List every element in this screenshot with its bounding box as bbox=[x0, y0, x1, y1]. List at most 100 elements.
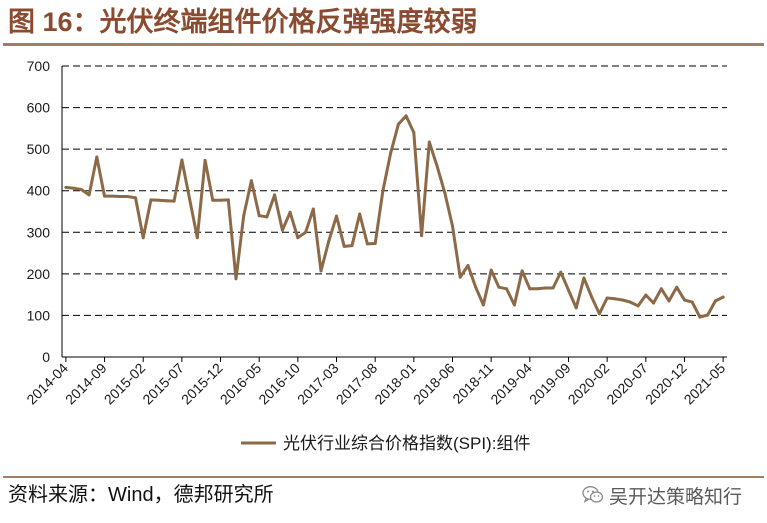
data-point bbox=[327, 239, 331, 243]
data-point bbox=[211, 198, 215, 202]
data-point bbox=[103, 194, 106, 198]
data-point bbox=[110, 194, 114, 198]
data-point bbox=[396, 122, 400, 126]
data-point bbox=[180, 158, 184, 162]
data-point bbox=[234, 277, 238, 281]
data-point bbox=[713, 299, 717, 303]
data-point bbox=[95, 155, 99, 159]
data-point bbox=[435, 164, 439, 168]
watermark-text: 吴开达策略知行 bbox=[609, 486, 743, 508]
data-point bbox=[288, 210, 292, 214]
title-rule bbox=[3, 43, 764, 46]
data-point bbox=[195, 236, 199, 240]
series bbox=[64, 114, 725, 319]
x-tick-label: 2016-10 bbox=[255, 360, 303, 408]
y-tick-label: 500 bbox=[27, 141, 51, 157]
data-point bbox=[512, 303, 516, 307]
watermark: 吴开达策略知行 bbox=[582, 481, 742, 509]
data-point bbox=[574, 306, 578, 310]
data-point bbox=[126, 195, 130, 198]
data-point bbox=[690, 300, 694, 304]
data-point bbox=[141, 236, 145, 240]
source-rule bbox=[3, 476, 764, 478]
data-point bbox=[311, 207, 315, 211]
data-point bbox=[443, 191, 447, 195]
axes bbox=[61, 66, 727, 358]
data-point bbox=[273, 193, 277, 197]
x-tick-label: 2018-01 bbox=[371, 360, 419, 408]
data-point bbox=[358, 212, 362, 216]
x-tick-label: 2020-02 bbox=[565, 360, 613, 408]
data-point bbox=[203, 158, 207, 162]
data-point bbox=[342, 244, 346, 248]
x-tick-label: 2015-07 bbox=[139, 360, 187, 408]
data-point bbox=[72, 186, 76, 190]
data-point bbox=[427, 140, 431, 144]
data-point bbox=[636, 304, 640, 308]
data-point bbox=[64, 185, 68, 189]
data-point bbox=[242, 214, 246, 218]
x-tick-label: 2019-09 bbox=[526, 360, 574, 408]
data-point bbox=[536, 287, 540, 291]
wechat-icon-graphic bbox=[582, 486, 604, 503]
legend: 光伏行业综合价格指数(SPI):组件 bbox=[241, 434, 530, 453]
data-point bbox=[706, 313, 710, 317]
data-point bbox=[412, 131, 416, 134]
series-line bbox=[64, 114, 725, 319]
data-point bbox=[489, 268, 493, 272]
data-point bbox=[567, 288, 570, 292]
x-tick-label: 2015-12 bbox=[178, 360, 226, 408]
data-point bbox=[683, 298, 686, 302]
data-point bbox=[157, 198, 161, 202]
data-point bbox=[559, 270, 563, 274]
data-point bbox=[350, 244, 354, 248]
wechat-bubble-tail bbox=[583, 497, 590, 503]
x-tick-label: 2018-06 bbox=[410, 360, 458, 408]
y-tick-label: 100 bbox=[27, 307, 51, 323]
data-point bbox=[149, 198, 153, 202]
y-tick-labels: 0 100 200 300 400 500 600 700 bbox=[27, 58, 51, 365]
data-point bbox=[304, 230, 308, 234]
data-point bbox=[605, 296, 609, 300]
x-tick-label: 2020-07 bbox=[603, 360, 651, 408]
data-point bbox=[257, 214, 261, 218]
x-tick-label: 2018-11 bbox=[449, 360, 496, 407]
x-tick-label: 2020-12 bbox=[642, 360, 690, 408]
wechat-eye bbox=[592, 490, 594, 493]
x-tick-label: 2017-03 bbox=[294, 360, 342, 408]
data-point bbox=[458, 275, 462, 279]
x-tick-labels: 2014-042014-092015-022015-072015-122016-… bbox=[23, 360, 728, 408]
data-point bbox=[474, 285, 478, 289]
data-point bbox=[335, 214, 338, 218]
data-point bbox=[597, 312, 601, 316]
data-point bbox=[373, 242, 377, 245]
x-tick-label: 2015-02 bbox=[101, 360, 149, 408]
data-point bbox=[659, 287, 663, 291]
data-point bbox=[389, 151, 393, 155]
y-tick-label: 600 bbox=[27, 100, 51, 116]
data-point bbox=[451, 224, 454, 228]
data-point bbox=[280, 228, 284, 232]
x-tick-label: 2016-05 bbox=[217, 360, 265, 408]
data-point bbox=[721, 295, 725, 299]
data-point bbox=[172, 199, 176, 203]
x-axis-ticks bbox=[65, 357, 724, 362]
data-point bbox=[226, 198, 230, 202]
data-point bbox=[365, 242, 369, 246]
data-point bbox=[188, 197, 192, 201]
data-point bbox=[613, 297, 617, 301]
data-point bbox=[404, 114, 408, 118]
data-point bbox=[667, 299, 671, 303]
y-tick-label: 700 bbox=[27, 58, 51, 74]
data-point bbox=[118, 195, 122, 198]
y-tick-label: 400 bbox=[27, 183, 51, 199]
data-point bbox=[466, 264, 470, 267]
wechat-bubble-front bbox=[589, 491, 604, 503]
x-tick-label: 2014-09 bbox=[62, 360, 110, 408]
wechat-eye bbox=[593, 495, 596, 497]
x-tick-label: 2014-04 bbox=[23, 360, 71, 408]
y-tick-label: 200 bbox=[27, 266, 51, 282]
y-tick-label: 300 bbox=[27, 224, 51, 240]
data-point bbox=[79, 188, 83, 191]
